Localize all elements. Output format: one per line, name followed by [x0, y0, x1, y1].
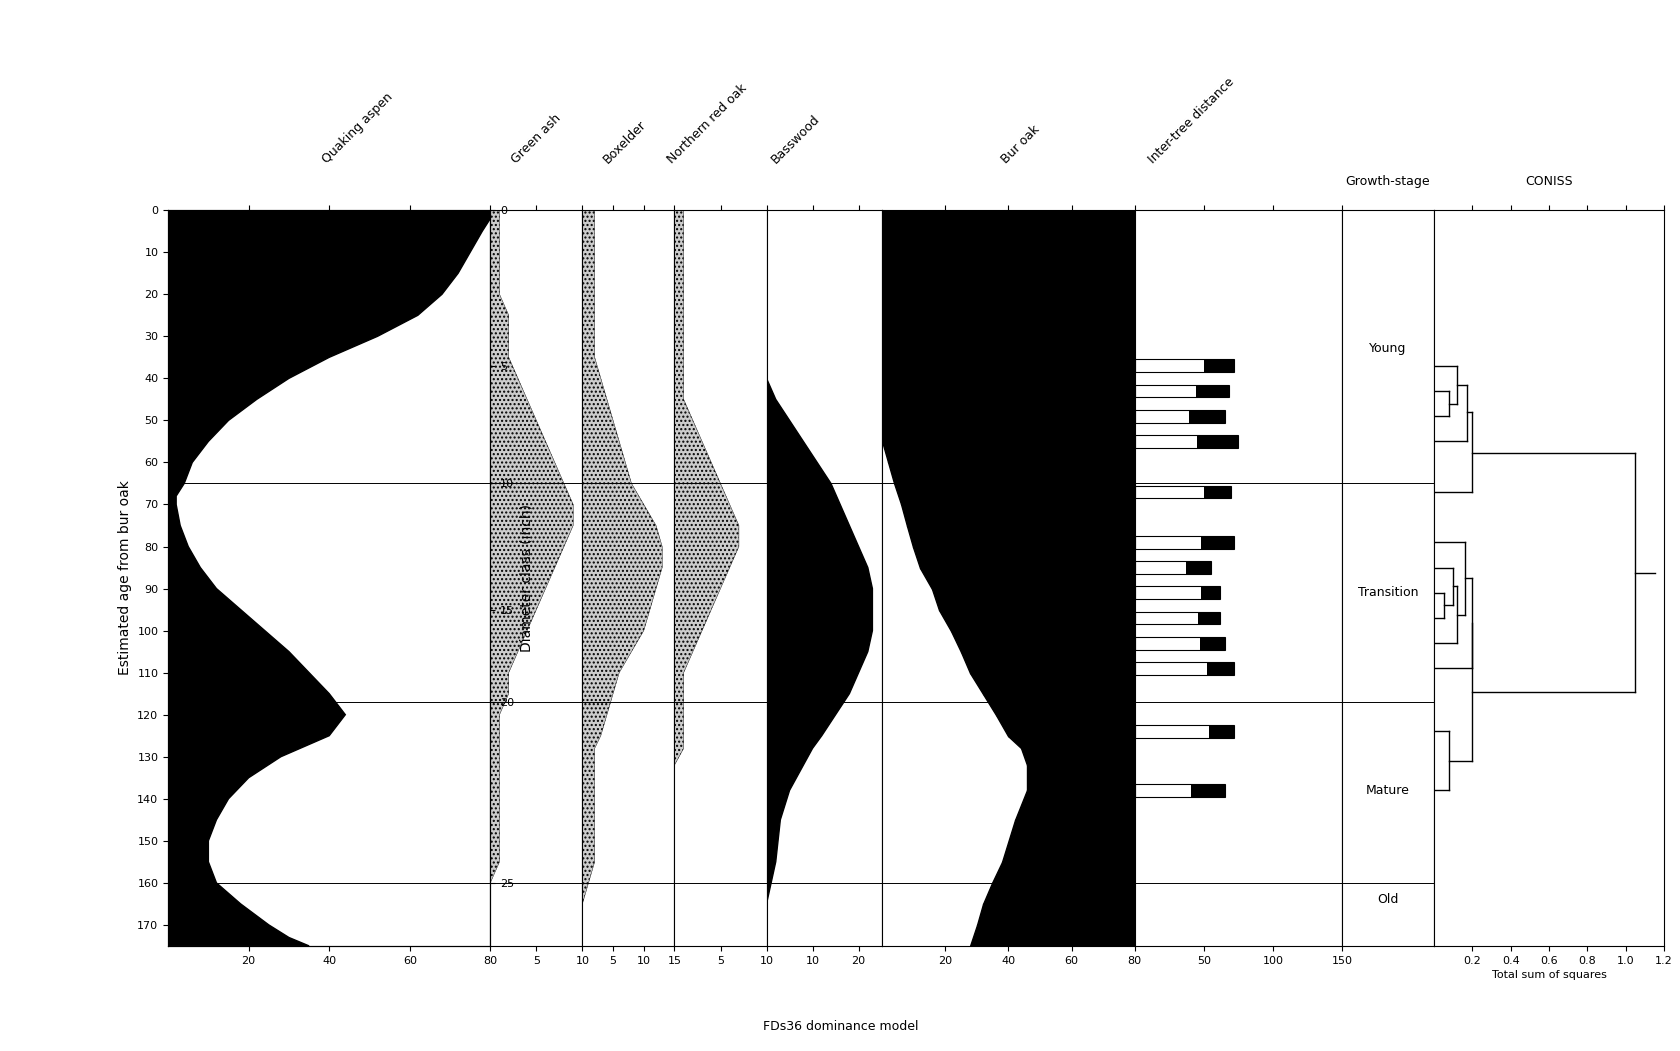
Bar: [1134, 662, 1233, 675]
Polygon shape: [674, 210, 739, 946]
Text: Boxelder: Boxelder: [600, 118, 648, 166]
Text: CONISS: CONISS: [1524, 176, 1572, 188]
Polygon shape: [168, 210, 491, 946]
Polygon shape: [880, 210, 1134, 231]
Polygon shape: [937, 610, 1134, 631]
Bar: [1134, 359, 1233, 372]
Text: Green ash: Green ash: [509, 111, 563, 166]
Text: Inter-tree distance: Inter-tree distance: [1146, 76, 1236, 166]
Bar: [1184, 561, 1210, 574]
Bar: [1206, 662, 1233, 675]
Polygon shape: [932, 589, 1134, 610]
Bar: [1200, 637, 1223, 650]
Polygon shape: [880, 336, 1134, 357]
Polygon shape: [880, 357, 1134, 378]
Bar: [1134, 784, 1223, 797]
Bar: [1196, 435, 1238, 448]
Text: Young: Young: [1369, 343, 1406, 355]
Bar: [1188, 410, 1223, 423]
Polygon shape: [880, 273, 1134, 294]
Text: Growth-stage: Growth-stage: [1346, 176, 1430, 188]
Text: Mature: Mature: [1366, 784, 1410, 797]
Bar: [1198, 612, 1220, 624]
Polygon shape: [491, 210, 573, 946]
Y-axis label: Estimated age from bur oak: Estimated age from bur oak: [118, 480, 131, 676]
Bar: [1134, 410, 1223, 423]
Polygon shape: [880, 252, 1134, 273]
Bar: [1134, 561, 1210, 574]
Polygon shape: [880, 378, 1134, 399]
Polygon shape: [887, 462, 1134, 483]
Polygon shape: [983, 694, 1134, 715]
Bar: [1134, 486, 1231, 498]
Text: Transition: Transition: [1357, 586, 1418, 599]
Bar: [1134, 536, 1233, 549]
Text: Northern red oak: Northern red oak: [665, 82, 749, 166]
Bar: [1134, 586, 1220, 599]
Polygon shape: [969, 673, 1134, 694]
Polygon shape: [581, 210, 662, 946]
X-axis label: Total sum of squares: Total sum of squares: [1490, 970, 1606, 980]
Polygon shape: [880, 315, 1134, 336]
Polygon shape: [991, 862, 1134, 883]
Polygon shape: [951, 631, 1134, 652]
Polygon shape: [1008, 736, 1134, 748]
Bar: [1191, 784, 1223, 797]
Polygon shape: [880, 399, 1134, 420]
Bar: [1201, 586, 1220, 599]
Polygon shape: [1026, 765, 1134, 790]
Polygon shape: [766, 210, 872, 946]
Polygon shape: [1001, 820, 1134, 862]
Text: FDs36 dominance model: FDs36 dominance model: [763, 1019, 917, 1033]
Bar: [1134, 637, 1223, 650]
Polygon shape: [1015, 790, 1134, 820]
Polygon shape: [983, 883, 1134, 904]
Bar: [1134, 612, 1220, 624]
Polygon shape: [995, 715, 1134, 736]
Text: Basswood: Basswood: [768, 112, 822, 166]
Polygon shape: [969, 925, 1134, 946]
Polygon shape: [880, 420, 1134, 441]
Polygon shape: [880, 231, 1134, 252]
Bar: [1201, 536, 1233, 549]
Bar: [1203, 486, 1231, 498]
Polygon shape: [976, 904, 1134, 925]
Y-axis label: Diameter class (inch): Diameter class (inch): [519, 504, 534, 652]
Polygon shape: [880, 441, 1134, 462]
Polygon shape: [912, 547, 1134, 568]
Bar: [1208, 725, 1233, 738]
Bar: [1134, 725, 1233, 738]
Polygon shape: [880, 294, 1134, 315]
Polygon shape: [961, 652, 1134, 673]
Polygon shape: [894, 483, 1134, 504]
Bar: [1134, 385, 1228, 397]
Text: Quaking aspen: Quaking aspen: [319, 90, 395, 166]
Bar: [1134, 435, 1238, 448]
Text: Old: Old: [1376, 893, 1398, 906]
Polygon shape: [907, 526, 1134, 547]
Bar: [1203, 359, 1233, 372]
Polygon shape: [919, 568, 1134, 589]
Text: Bur oak: Bur oak: [998, 123, 1042, 166]
Polygon shape: [900, 504, 1134, 526]
Bar: [1194, 385, 1228, 397]
Polygon shape: [1020, 748, 1134, 765]
